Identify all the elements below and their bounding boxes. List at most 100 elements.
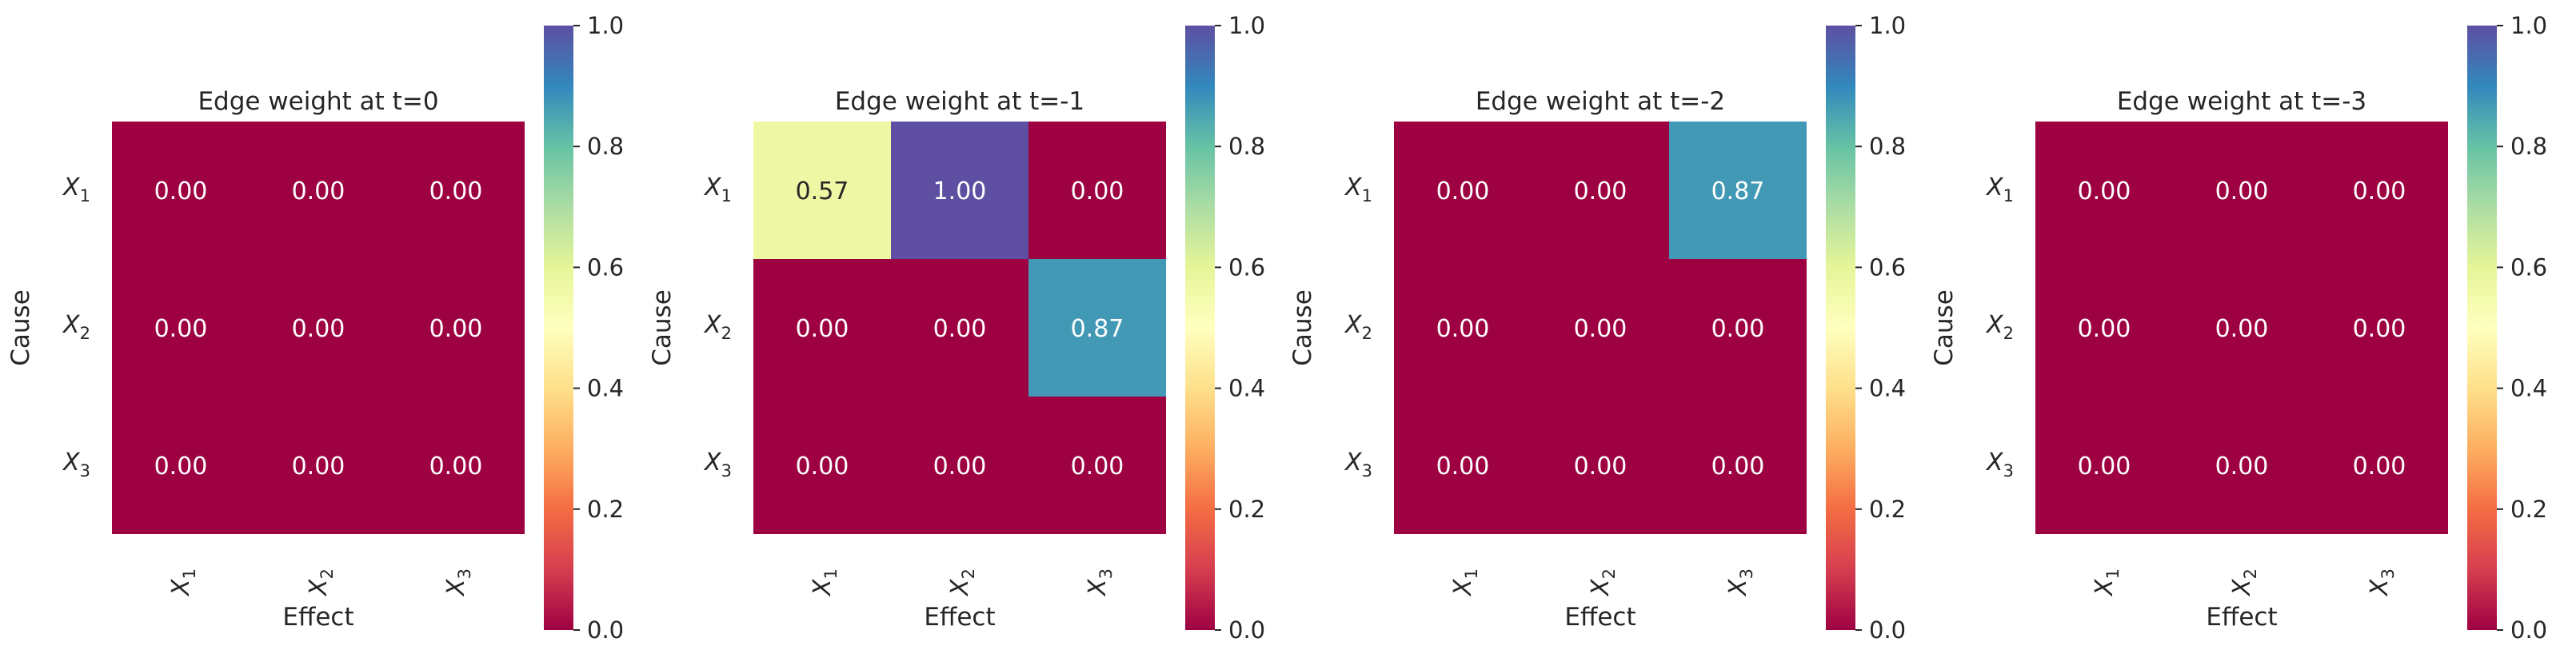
heatmap-cell-r1-c3: [1669, 122, 1807, 259]
colorbar-tick-label-2: 0.2: [1228, 496, 1265, 523]
heatmap-cell-r1-c1: [2035, 122, 2173, 259]
cell-value-r3-c3: 0.00: [1711, 453, 1765, 481]
cell-value-r1-c3: 0.00: [1071, 177, 1124, 205]
x-tick-label-3: X3: [442, 568, 474, 597]
cell-value-r1-c2: 0.00: [2215, 177, 2269, 205]
x-tick-label-3: X3: [2366, 568, 2398, 597]
x-axis-label: Effect: [282, 603, 353, 632]
cell-value-r3-c3: 0.00: [1071, 453, 1124, 481]
heatmap-cell-r3-c2: [1532, 397, 1669, 534]
panel-title: Edge weight at t=-1: [835, 87, 1084, 116]
y-tick-label-2: X2: [1344, 311, 1372, 343]
y-tick-label-1: X1: [62, 173, 90, 205]
y-tick-label-1: X1: [1985, 173, 2014, 205]
heatmap-cell-r2-c2: [250, 259, 387, 397]
y-tick-label-3: X3: [1344, 449, 1372, 481]
x-tick-label-2: X2: [305, 568, 337, 597]
cell-value-r2-c3: 0.00: [429, 315, 483, 343]
y-tick-label-2: X2: [1985, 311, 2014, 343]
panel-title: Edge weight at t=-3: [2117, 87, 2366, 116]
heatmap-cell-r3-c2: [2173, 397, 2310, 534]
colorbar: [544, 26, 573, 630]
heatmap-cell-r3-c1: [112, 397, 250, 534]
heatmap-cell-r1-c2: [250, 122, 387, 259]
y-axis-label: Cause: [1930, 289, 1959, 366]
cell-value-r1-c3: 0.00: [2353, 177, 2406, 205]
heatmap-cell-r3-c3: [1028, 397, 1166, 534]
heatmap-cell-r1-c2: [1532, 122, 1669, 259]
x-tick-label-2: X2: [1587, 568, 1619, 597]
heatmap-cell-r2-c2: [891, 259, 1028, 397]
panel-title: Edge weight at t=0: [198, 87, 438, 116]
cell-value-r2-c3: 0.87: [1071, 315, 1124, 343]
colorbar-tick-label-1: 0.0: [587, 616, 624, 644]
heatmap-cell-r3-c1: [2035, 397, 2173, 534]
heatmap-panel-3: Edge weight at t=-2 0.00 0.00 0.87 0.00 0.00 0…: [1288, 12, 1906, 644]
x-axis-label: Effect: [2206, 603, 2277, 632]
colorbar-tick-label-5: 0.8: [1228, 133, 1265, 160]
cell-value-r1-c2: 0.00: [292, 177, 345, 205]
heatmap-cell-r2-c3: [387, 259, 525, 397]
heatmap-cell-r2-c3: [2310, 259, 2448, 397]
heatmap-cell-r2-c1: [2035, 259, 2173, 397]
heatmap-cell-r2-c1: [1394, 259, 1532, 397]
cell-value-r2-c3: 0.00: [1711, 315, 1765, 343]
heatmap-cell-r3-c1: [1394, 397, 1532, 534]
heatmap-cell-r1-c1: [753, 122, 891, 259]
heatmap-cell-r1-c3: [2310, 122, 2448, 259]
x-tick-label-1: X1: [1449, 568, 1481, 597]
colorbar-tick-label-1: 0.0: [1228, 616, 1265, 644]
cell-value-r1-c2: 1.00: [933, 177, 987, 205]
y-tick-label-3: X3: [703, 449, 732, 481]
cell-value-r1-c1: 0.00: [1436, 177, 1490, 205]
heatmap-cell-r3-c3: [387, 397, 525, 534]
colorbar-tick-label-2: 0.2: [1869, 496, 1906, 523]
cell-value-r2-c1: 0.00: [2078, 315, 2131, 343]
cell-value-r3-c2: 0.00: [933, 453, 987, 481]
cell-value-r1-c2: 0.00: [1574, 177, 1627, 205]
x-tick-label-3: X3: [1724, 568, 1756, 597]
cell-value-r1-c1: 0.57: [796, 177, 849, 205]
colorbar-tick-label-3: 0.4: [587, 375, 624, 402]
cell-value-r2-c2: 0.00: [933, 315, 987, 343]
x-tick-label-1: X1: [167, 568, 199, 597]
heatmap-panel-4: Edge weight at t=-3 0.00 0.00 0.00 0.00 0.00 0…: [1930, 12, 2547, 644]
heatmap-cell-r3-c3: [2310, 397, 2448, 534]
heatmap-cell-r3-c3: [1669, 397, 1807, 534]
cell-value-r2-c1: 0.00: [796, 315, 849, 343]
colorbar-tick-label-6: 1.0: [2510, 12, 2547, 39]
cell-value-r3-c1: 0.00: [796, 453, 849, 481]
cell-value-r3-c2: 0.00: [292, 453, 345, 481]
y-tick-label-1: X1: [703, 173, 732, 205]
colorbar-tick-label-4: 0.6: [1228, 253, 1265, 281]
heatmap-panel-2: Edge weight at t=-1 0.57 1.00 0.00 0.00 0.00 0…: [648, 12, 1265, 644]
colorbar-tick-label-2: 0.2: [2510, 496, 2547, 523]
y-axis-label: Cause: [1288, 289, 1317, 366]
y-axis-label: Cause: [648, 289, 677, 366]
colorbar: [1826, 26, 1855, 630]
heatmap-cell-r2-c2: [1532, 259, 1669, 397]
heatmap-cell-r1-c1: [112, 122, 250, 259]
colorbar-tick-label-5: 0.8: [2510, 133, 2547, 160]
cell-value-r2-c2: 0.00: [292, 315, 345, 343]
y-tick-label-3: X3: [1985, 449, 2014, 481]
cell-value-r3-c3: 0.00: [2353, 453, 2406, 481]
cell-value-r1-c3: 0.87: [1711, 177, 1765, 205]
heatmap-cell-r1-c1: [1394, 122, 1532, 259]
colorbar-tick-label-3: 0.4: [2510, 375, 2547, 402]
cell-value-r3-c1: 0.00: [154, 453, 208, 481]
y-tick-label-2: X2: [703, 311, 732, 343]
colorbar: [1185, 26, 1215, 630]
heatmap-cell-r1-c3: [1028, 122, 1166, 259]
panel-title: Edge weight at t=-2: [1476, 87, 1725, 116]
x-tick-label-2: X2: [946, 568, 978, 597]
cell-value-r3-c2: 0.00: [2215, 453, 2269, 481]
colorbar-tick-label-6: 1.0: [587, 12, 624, 39]
cell-value-r2-c2: 0.00: [1574, 315, 1627, 343]
cell-value-r3-c3: 0.00: [429, 453, 483, 481]
cell-value-r3-c2: 0.00: [1574, 453, 1627, 481]
cell-value-r2-c1: 0.00: [154, 315, 208, 343]
x-tick-label-1: X1: [2091, 568, 2123, 597]
heatmap-cell-r2-c1: [112, 259, 250, 397]
